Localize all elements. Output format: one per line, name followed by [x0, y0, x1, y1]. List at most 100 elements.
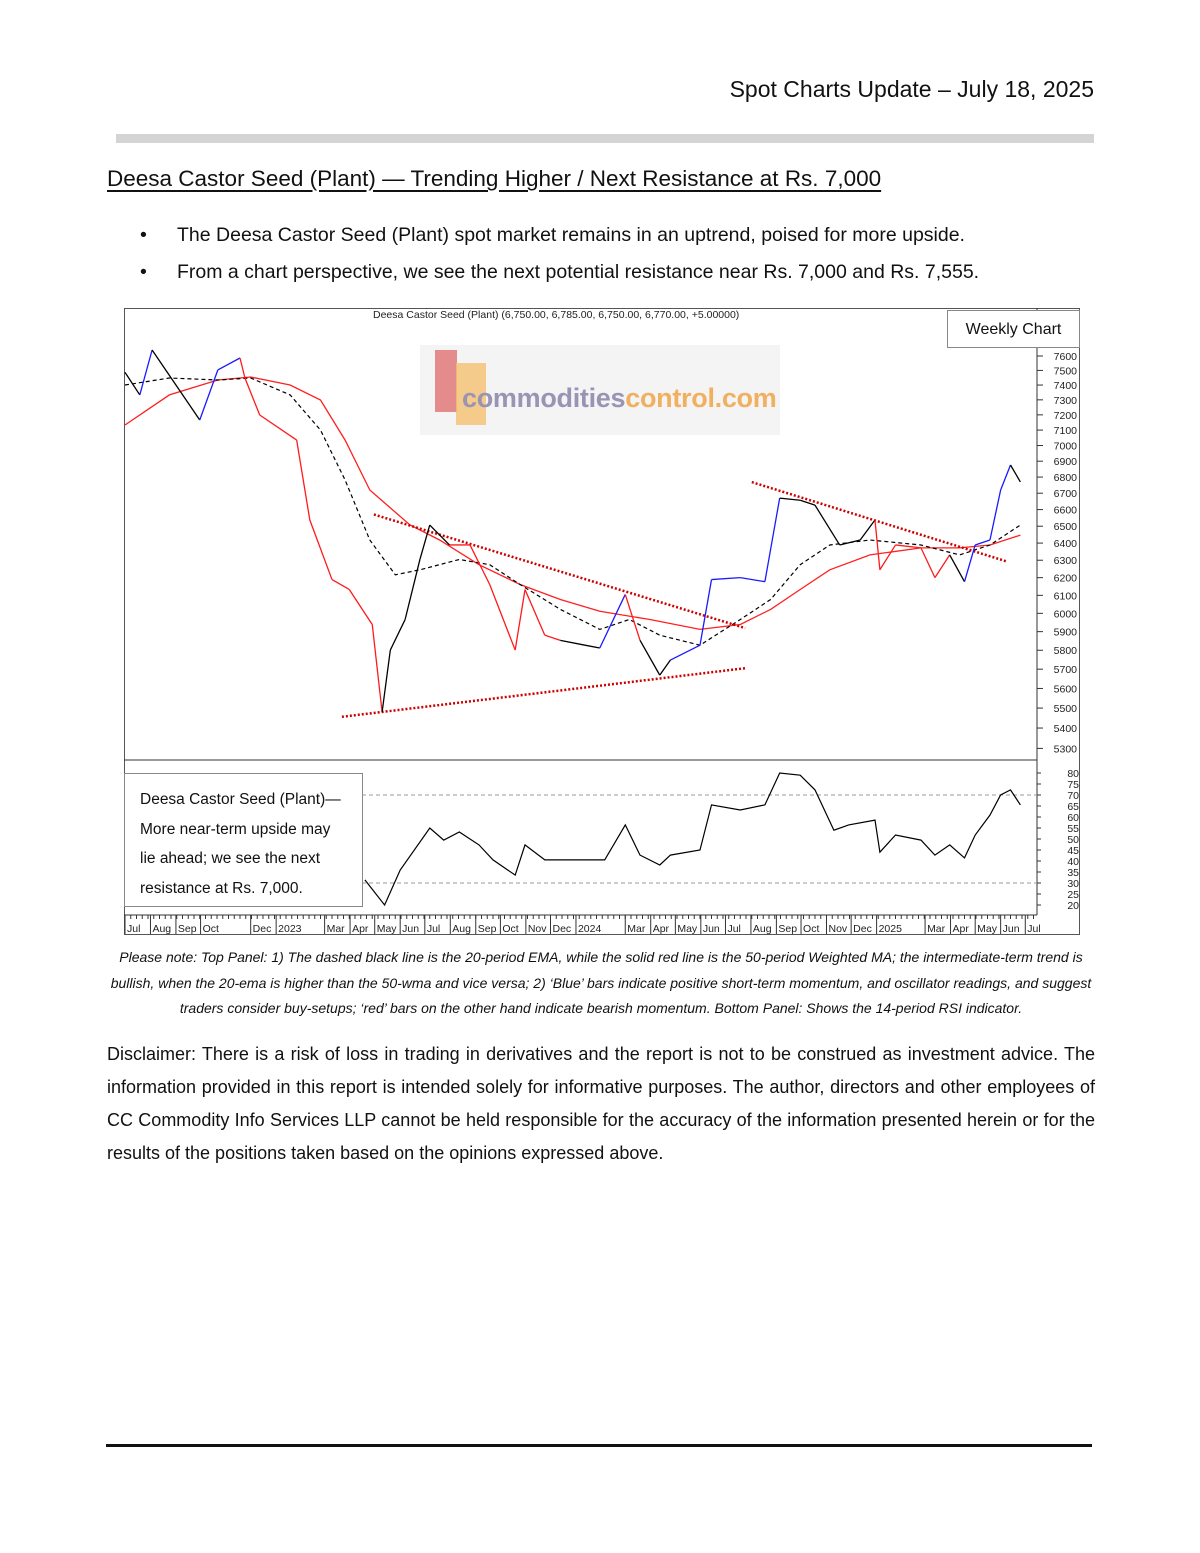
price-segment	[489, 584, 516, 651]
price-segment	[259, 414, 298, 441]
wma50-line	[124, 376, 1021, 631]
y-tick-label: 6000	[1054, 608, 1078, 620]
section-title: Deesa Castor Seed (Plant) — Trending Hig…	[107, 166, 882, 191]
y-tick-label: 5800	[1054, 645, 1078, 657]
x-tick-label: Aug	[452, 923, 471, 935]
x-tick-label: Jul	[427, 923, 440, 935]
y-tick-label: 7300	[1054, 395, 1078, 407]
price-segment	[934, 554, 951, 579]
x-tick-label: Jun	[703, 923, 720, 935]
price-segment	[544, 634, 561, 641]
y-tick-label: 7600	[1054, 351, 1078, 363]
rsi-tick-label: 65	[1067, 801, 1079, 813]
x-tick-label: Jun	[402, 923, 419, 935]
price-segment	[711, 576, 741, 581]
chart-frame	[124, 308, 1080, 935]
price-segment	[624, 594, 641, 641]
x-tick-label: Aug	[753, 923, 772, 935]
price-segment	[1000, 464, 1012, 491]
price-chart: 5300 5400 5500 5600 5700 5800 5900 6000 6100 6200…	[124, 308, 1079, 935]
x-tick-label: Oct	[203, 923, 219, 935]
ema20-line	[124, 377, 1021, 646]
x-tick-label: May	[377, 923, 398, 935]
y-tick-label: 5900	[1054, 627, 1078, 639]
price-segment	[740, 577, 765, 583]
x-tick-label: Dec	[253, 923, 272, 935]
rsi-tick-label: 70	[1067, 790, 1079, 802]
price-segment	[404, 559, 421, 620]
x-tick-label: Aug	[152, 923, 171, 935]
price-segment	[779, 497, 801, 501]
report-header-title: Spot Charts Update – July 18, 2025	[729, 76, 1094, 102]
price-segment	[963, 544, 976, 582]
price-segment	[389, 619, 406, 651]
price-segment	[239, 357, 246, 379]
price-segment	[879, 544, 897, 571]
price-segment	[584, 644, 600, 649]
price-segment	[895, 544, 922, 549]
price-segment	[599, 594, 626, 649]
y-tick-label: 5700	[1054, 664, 1078, 676]
x-tick-label: Sep	[778, 923, 797, 935]
price-segment	[371, 624, 383, 713]
rsi-tick-label: 35	[1067, 867, 1079, 879]
x-tick-label: Apr	[653, 923, 670, 935]
x-tick-label: Jun	[1003, 923, 1020, 935]
price-segment	[139, 349, 153, 396]
price-segment	[989, 489, 1002, 541]
price-segment	[859, 519, 876, 541]
price-segment	[244, 377, 261, 416]
x-tick-label: Dec	[553, 923, 572, 935]
rsi-tick-label: 60	[1067, 812, 1079, 824]
trendline	[373, 513, 746, 630]
x-tick-label: Mar	[627, 923, 646, 935]
price-segment	[800, 499, 816, 506]
price-segment	[524, 589, 546, 636]
price-segment	[1009, 464, 1021, 483]
price-segment	[874, 519, 881, 570]
rsi-tick-label: 80	[1067, 768, 1079, 780]
price-segment	[639, 640, 661, 676]
y-tick-label: 6700	[1054, 488, 1078, 500]
price-segment	[331, 579, 350, 591]
y-tick-label: 6300	[1054, 555, 1078, 567]
y-tick-label: 7200	[1054, 410, 1078, 422]
price-segment	[151, 349, 201, 421]
y-tick-label: 7500	[1054, 365, 1078, 377]
x-tick-label: Mar	[927, 923, 946, 935]
x-tick-label: Jul	[727, 923, 740, 935]
price-segment	[124, 371, 141, 396]
y-tick-label: 6600	[1054, 505, 1078, 517]
y-tick-label: 6100	[1054, 590, 1078, 602]
price-segment	[659, 659, 671, 676]
bullet-item: From a chart perspective, we see the nex…	[140, 257, 979, 294]
x-tick-label: Oct	[502, 923, 518, 935]
x-tick-label: Sep	[178, 923, 197, 935]
rsi-tick-label: 50	[1067, 834, 1079, 846]
x-tick-label: Sep	[478, 923, 497, 935]
y-tick-label: 5600	[1054, 683, 1078, 695]
rsi-tick-label: 45	[1067, 845, 1079, 857]
trendline	[341, 666, 747, 719]
x-tick-label: Jul	[127, 923, 140, 935]
rsi-tick-label: 30	[1067, 878, 1079, 890]
x-tick-label: Dec	[853, 923, 872, 935]
y-tick-label: 7000	[1054, 441, 1078, 453]
x-tick-label: May	[977, 923, 998, 935]
x-tick-label: Oct	[803, 923, 819, 935]
y-tick-label: 7400	[1054, 380, 1078, 392]
footer-rule	[106, 1444, 1092, 1447]
y-tick-label: 6200	[1054, 573, 1078, 585]
y-tick-label: 6800	[1054, 472, 1078, 484]
chart-title: Deesa Castor Seed (Plant) (6,750.00, 6,7…	[373, 309, 740, 321]
x-tick-label: Jul	[1027, 923, 1040, 935]
price-segment	[949, 554, 966, 583]
x-tick-label: May	[677, 923, 698, 935]
price-segment	[296, 439, 311, 521]
price-segment	[419, 524, 431, 560]
price-segment	[974, 539, 991, 546]
rsi-tick-label: 25	[1067, 889, 1079, 901]
y-tick-label: 5400	[1054, 723, 1078, 735]
chart-note: Deesa Castor Seed (Plant)— More near-ter…	[124, 773, 363, 907]
x-tick-label: Mar	[327, 923, 346, 935]
